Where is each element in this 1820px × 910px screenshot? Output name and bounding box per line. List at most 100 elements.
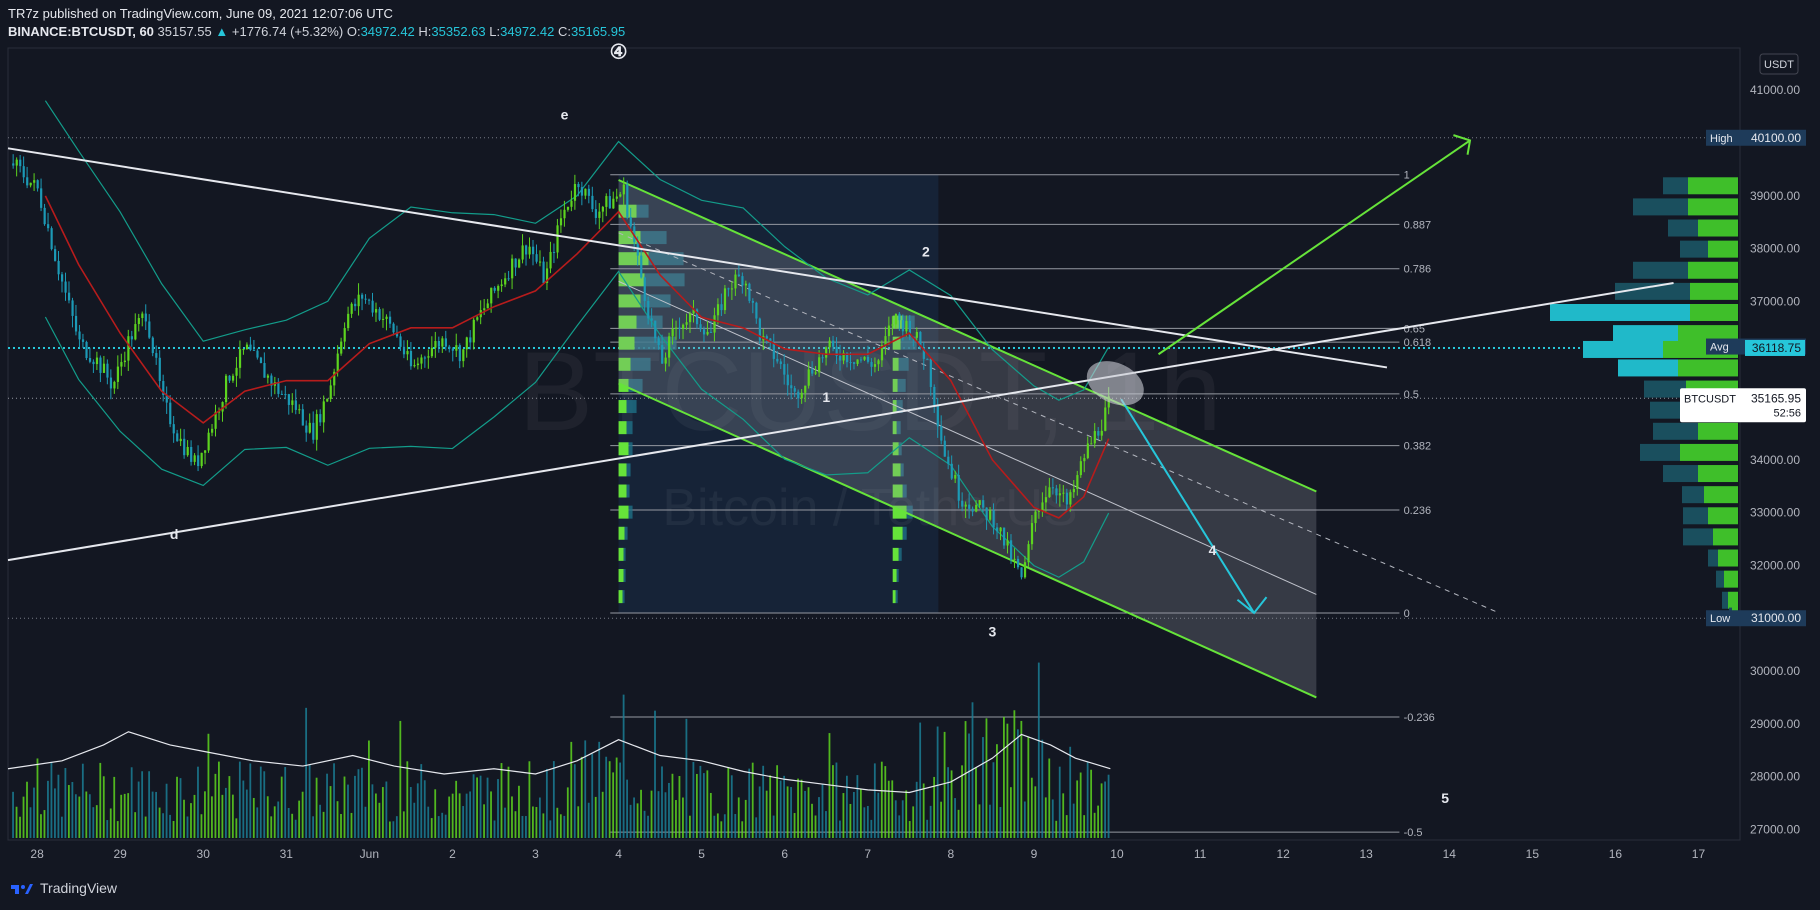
volume-bar <box>709 792 712 838</box>
volume-bar <box>605 756 608 838</box>
volume-bar <box>996 744 998 838</box>
volume-profile-bar <box>618 273 645 287</box>
volume-bar <box>183 799 185 838</box>
candle-body <box>612 198 615 209</box>
volume-bar <box>375 793 377 838</box>
candle-body <box>828 340 831 348</box>
volume-bar <box>472 774 475 838</box>
time-axis-tick: 30 <box>197 847 211 861</box>
candle-body <box>26 177 29 186</box>
candle-body <box>964 504 967 507</box>
candle-body <box>137 318 140 325</box>
fib-level-label: 0.618 <box>1404 337 1432 349</box>
current-price-tag <box>1680 388 1806 423</box>
volume-bar <box>85 791 88 838</box>
candle-body <box>702 329 706 335</box>
volume-bar <box>612 772 615 838</box>
candle-body <box>786 374 789 386</box>
candle-body <box>12 163 15 166</box>
volume-bar <box>413 802 416 838</box>
volume-bar <box>542 813 545 838</box>
candle-body <box>929 358 932 387</box>
candle-body <box>545 268 549 284</box>
candle-body <box>793 388 796 392</box>
candle-body <box>1076 475 1079 490</box>
price-axis-tick: 37000.00 <box>1750 294 1800 308</box>
candle-body <box>120 362 123 367</box>
time-axis-tick: 17 <box>1692 847 1706 861</box>
volume-bar <box>190 803 192 838</box>
volume-bar <box>643 810 646 838</box>
tradingview-brand[interactable]: TradingView <box>10 880 117 896</box>
candle-body <box>1030 523 1034 545</box>
volume-bar <box>54 788 56 838</box>
volume-bar <box>74 794 77 838</box>
candle-body <box>256 350 259 358</box>
candle-body <box>577 184 580 188</box>
volume-bar <box>266 796 269 838</box>
time-axis-tick: 11 <box>1194 847 1207 861</box>
volume-bar <box>280 776 283 838</box>
volume-bar <box>1069 746 1072 838</box>
bollinger-lower-band <box>44 270 1110 578</box>
candle-body <box>249 344 252 350</box>
fib-level-label: -0.5 <box>1404 827 1423 839</box>
candle-body <box>1069 492 1072 505</box>
candle-body <box>525 245 528 255</box>
right-volume-profile-bar <box>1613 325 1678 343</box>
low-label: L: <box>489 24 501 39</box>
candle-body <box>483 308 486 311</box>
volume-bar <box>402 811 405 838</box>
volume-bar <box>957 809 960 838</box>
candle-body <box>940 426 943 441</box>
volume-bar <box>294 819 297 838</box>
symbol-name[interactable]: BINANCE:BTCUSDT, 60 <box>8 24 154 39</box>
volume-bar <box>594 796 597 838</box>
volume-bar <box>113 776 116 838</box>
candle-body <box>197 455 200 467</box>
volume-bar <box>985 718 988 838</box>
candle-body <box>92 361 95 365</box>
candle-body <box>915 331 918 338</box>
volume-bar <box>528 761 531 838</box>
candle-body <box>277 382 280 394</box>
right-volume-profile-bar <box>1663 177 1688 195</box>
price-level-tag <box>1706 610 1806 627</box>
volume-bar <box>368 740 370 838</box>
volume-bar <box>179 778 182 838</box>
volume-bar <box>793 813 796 838</box>
fib-level-label: 0.5 <box>1404 389 1419 401</box>
candle-body <box>570 200 573 207</box>
candle-body <box>692 309 695 314</box>
volume-bar <box>158 807 161 838</box>
wave-label: 2 <box>922 244 930 260</box>
volume-bar <box>144 816 147 838</box>
volume-bar <box>204 791 206 838</box>
candle-body <box>542 261 545 284</box>
volume-bar <box>340 814 342 838</box>
candle-body <box>689 313 692 323</box>
volume-bar <box>395 816 398 838</box>
candle-body <box>832 340 835 347</box>
volume-bar <box>392 821 395 838</box>
volume-bar <box>682 797 684 838</box>
price-axis-tick: 41000.00 <box>1750 83 1800 97</box>
candle-body <box>1006 540 1009 546</box>
volume-bar <box>619 762 622 838</box>
candle-body <box>500 284 503 287</box>
candle-body <box>626 184 629 218</box>
candle-body <box>821 357 824 359</box>
candle-body <box>280 393 284 395</box>
currency-badge[interactable] <box>1759 53 1799 75</box>
time-axis-tick: 16 <box>1609 847 1623 861</box>
up-arrow-icon: ▲ <box>215 24 229 39</box>
volume-bar <box>211 796 213 838</box>
candle-body <box>629 217 632 227</box>
volume-bar <box>43 810 46 838</box>
volume-profile-bar <box>623 547 626 561</box>
volume-profile-bar <box>892 421 897 435</box>
time-axis-tick: 13 <box>1360 847 1374 861</box>
candle-body <box>751 300 755 303</box>
volume-bar <box>479 775 482 838</box>
